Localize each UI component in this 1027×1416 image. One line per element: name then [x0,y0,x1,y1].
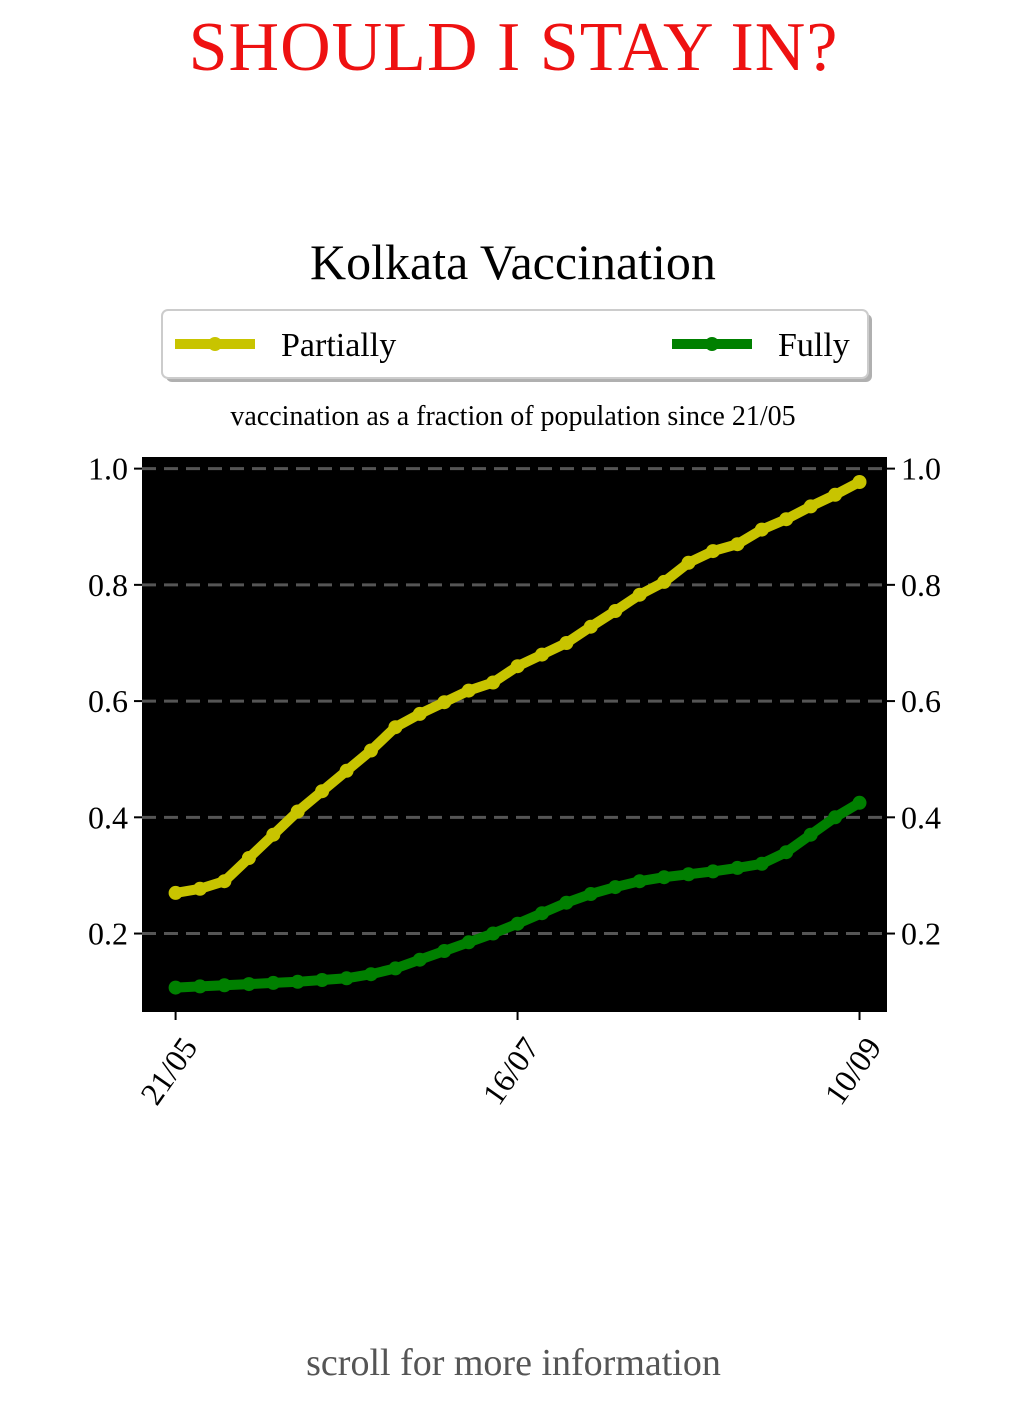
data-point-fully [364,967,378,982]
data-point-partially [706,544,720,559]
data-point-partially [828,487,843,502]
data-point-fully [779,845,794,860]
data-point-partially [193,881,207,896]
data-point-partially [608,604,623,618]
x-tick-label: 10/09 [817,1031,888,1111]
y-tick-label-right: 1.0 [901,451,941,487]
x-tick-label: 16/07 [475,1031,546,1111]
chart-subtitle: vaccination as a fraction of population … [230,401,795,432]
legend-box [161,309,869,379]
data-point-fully [241,977,256,992]
data-point-fully [706,864,720,879]
data-point-fully [486,926,501,941]
chart-title: Kolkata Vaccination [310,234,716,290]
series-group [168,475,867,995]
data-point-fully [437,944,452,958]
data-point-partially [486,675,501,690]
y-tick-label-right: 0.2 [901,916,941,952]
y-tick-label-right: 0.8 [901,567,941,603]
y-tick-label-left: 0.2 [88,916,128,952]
data-point-fully [290,974,305,989]
data-point-partially [290,804,305,819]
data-point-fully [388,961,403,976]
data-point-partially [657,574,672,589]
data-point-partially [779,512,794,527]
data-point-partially [339,763,354,778]
data-point-partially [535,647,549,662]
data-point-partially [754,522,769,537]
data-point-fully [461,935,476,950]
data-point-partially [266,827,281,842]
data-point-fully [681,867,696,882]
data-point-partially [388,720,403,735]
y-tick-label-right: 0.6 [901,683,941,719]
data-point-partially [461,683,476,698]
data-point-partially [803,499,818,514]
y-tick-label-left: 0.8 [88,567,128,603]
legend-label-fully: Fully [778,327,850,364]
data-point-partially [632,587,647,602]
data-point-fully [559,895,574,910]
legend-marker-fully [705,337,719,351]
data-point-fully [803,827,818,842]
legend: Partially Fully [161,309,872,382]
data-point-fully [583,887,598,901]
data-point-fully [193,979,207,994]
data-point-partially [510,659,525,674]
legend-label-partially: Partially [281,327,396,364]
scroll-hint[interactable]: scroll for more information [306,1342,721,1384]
data-point-fully [339,971,354,986]
data-point-partially [364,743,378,758]
data-point-fully [730,860,745,875]
legend-marker-partially [208,337,222,351]
y-tick-label-left: 0.4 [88,799,128,835]
data-point-fully [828,810,843,825]
data-point-partially [559,636,574,650]
data-point-partially [583,619,598,634]
gridlines [142,467,887,936]
x-tick-label: 21/05 [133,1031,204,1111]
data-point-partially [217,874,232,889]
data-point-fully [852,795,867,810]
data-point-fully [510,916,525,931]
y-tick-label-right: 0.4 [901,799,941,835]
data-point-fully [412,952,427,967]
y-tick-label-left: 1.0 [88,451,128,487]
data-point-fully [657,870,672,885]
data-point-partially [730,537,745,552]
data-point-fully [535,906,549,921]
page-title: SHOULD I STAY IN? [188,9,839,86]
data-point-partially [412,706,427,721]
data-point-partially [315,784,330,799]
data-point-fully [168,980,183,995]
data-point-partially [241,851,256,865]
data-point-fully [754,856,769,871]
data-point-partially [852,475,867,489]
y-tick-label-left: 0.6 [88,683,128,719]
data-point-partially [437,695,452,710]
data-point-fully [632,874,647,889]
data-point-fully [217,978,232,993]
data-point-fully [266,975,281,990]
data-point-partially [168,885,183,900]
data-point-partially [681,555,696,570]
data-point-fully [315,973,330,987]
data-point-fully [608,880,623,895]
